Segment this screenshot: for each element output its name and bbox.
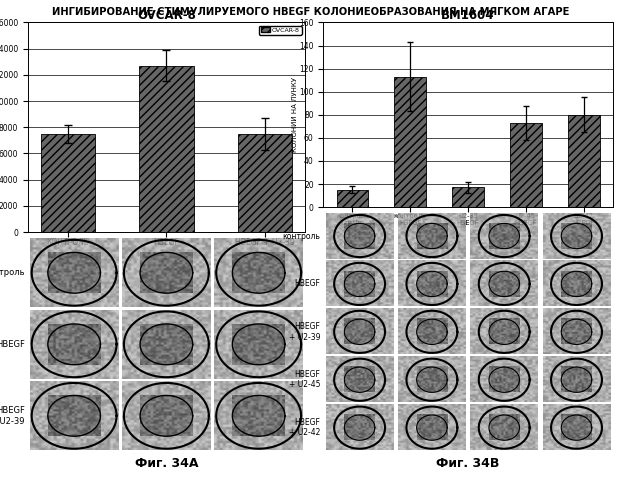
Title: OVCAR-8: OVCAR-8 — [137, 9, 196, 22]
Text: контроль: контроль — [0, 268, 25, 277]
Text: Фиг. 34В: Фиг. 34В — [437, 457, 499, 470]
Text: контроль: контроль — [282, 232, 320, 241]
Y-axis label: КОЛОНИИ НА ЛУНКУ: КОЛОНИИ НА ЛУНКУ — [292, 77, 298, 152]
Text: Фиг. 34А: Фиг. 34А — [134, 457, 198, 470]
Bar — [139, 66, 193, 232]
Bar — [337, 190, 368, 207]
Text: HBEGF
+ U2-45: HBEGF + U2-45 — [289, 370, 320, 389]
Text: HBEGF: HBEGF — [294, 279, 320, 288]
Text: HBEGF
+ U2-39: HBEGF + U2-39 — [289, 322, 320, 341]
Legend: OVCAR-8: OVCAR-8 — [259, 25, 302, 35]
Text: HBEGF
+ U2-42: HBEGF + U2-42 — [289, 418, 320, 437]
Bar — [40, 134, 95, 232]
Bar — [568, 115, 600, 207]
Title: BM1604: BM1604 — [441, 9, 495, 22]
Bar — [452, 188, 484, 207]
Bar — [238, 134, 292, 232]
Bar — [510, 123, 542, 207]
Text: HBEGF
+ U2-39: HBEGF + U2-39 — [0, 406, 25, 426]
Text: ИНГИБИРОВАНИЕ СТИМУЛИРУЕМОГО HBEGF КОЛОНИЕОБРАЗОВАНИЯ НА МЯГКОМ АГАРЕ: ИНГИБИРОВАНИЕ СТИМУЛИРУЕМОГО HBEGF КОЛОН… — [52, 7, 570, 17]
Bar — [394, 77, 426, 207]
Text: HBEGF: HBEGF — [0, 340, 25, 349]
